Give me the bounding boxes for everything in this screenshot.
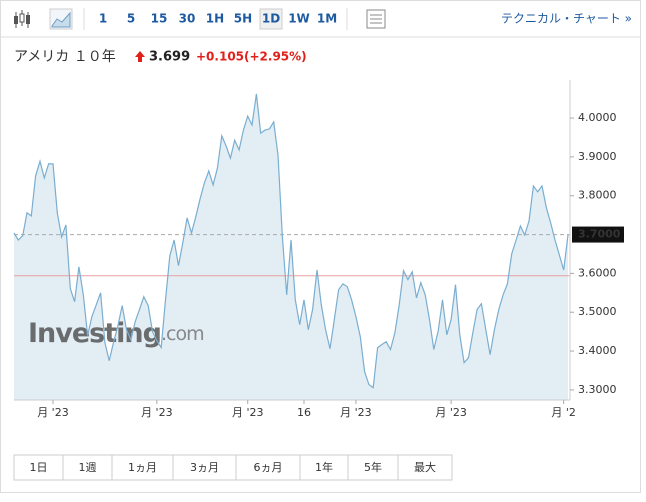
y-tick-label: 3.8000 <box>578 189 617 202</box>
current-price-label: 3.7000 <box>578 228 621 241</box>
range-button[interactable] <box>235 454 301 481</box>
y-tick-label: 3.5000 <box>578 305 617 318</box>
x-tick-label: 16 <box>297 406 311 419</box>
range-button[interactable] <box>13 454 64 481</box>
current-price-badge <box>572 226 624 243</box>
x-tick-label: 月 '23 <box>340 406 372 419</box>
range-label[interactable]: 3ヵ月 <box>190 461 219 474</box>
range-button[interactable] <box>62 454 113 481</box>
price-line <box>13 93 569 389</box>
range-label[interactable]: 1ヵ月 <box>128 461 157 474</box>
selected-timeframe-box <box>259 8 283 30</box>
price: 3.699 <box>149 50 190 65</box>
range-button[interactable] <box>347 454 399 481</box>
timeframe-button[interactable]: 5 <box>127 12 135 26</box>
up-arrow <box>135 51 145 62</box>
change-percent: (+2.95%) <box>244 50 307 64</box>
y-tick-label: 3.9000 <box>578 150 617 163</box>
range-button[interactable] <box>172 454 237 481</box>
watermark-brand: Investing <box>28 318 161 349</box>
timeframe-button[interactable]: 30 <box>179 12 196 26</box>
range-button[interactable] <box>299 454 349 481</box>
timeframe-button[interactable]: 5H <box>234 12 252 26</box>
x-tick-label: 月 '2 <box>551 406 576 419</box>
candlestick-icon[interactable] <box>14 10 30 28</box>
x-tick-label: 月 '23 <box>435 406 467 419</box>
range-label[interactable]: 5年 <box>364 460 382 474</box>
y-tick-label: 3.6000 <box>578 266 617 279</box>
timeframe-button[interactable]: 15 <box>151 12 168 26</box>
instrument-name: アメリカ １０年 <box>14 49 116 65</box>
x-tick-label: 月 '23 <box>37 406 69 419</box>
y-tick-label: 3.3000 <box>578 383 617 396</box>
change: +0.105 <box>196 50 244 64</box>
range-label[interactable]: 1年 <box>315 460 333 474</box>
table-icon[interactable] <box>366 9 386 29</box>
range-label[interactable]: 1日 <box>30 461 48 474</box>
x-tick-label: 月 '23 <box>232 406 264 419</box>
y-tick-label: 3.4000 <box>578 344 617 357</box>
range-label[interactable]: 最大 <box>414 460 436 474</box>
timeframe-button[interactable]: 1W <box>288 12 310 26</box>
x-tick-label: 月 '23 <box>141 406 173 419</box>
y-tick-label: 4.0000 <box>578 111 617 124</box>
range-label[interactable]: 1週 <box>79 461 97 474</box>
timeframe-button[interactable]: 1H <box>206 12 224 26</box>
timeframe-button[interactable]: 1M <box>317 12 337 26</box>
timeframe-button[interactable]: 1D <box>262 12 280 26</box>
area-chart-icon[interactable] <box>49 8 73 30</box>
range-button[interactable] <box>397 454 453 481</box>
technical-chart-link[interactable]: テクニカル・チャート » <box>501 12 632 26</box>
watermark: Investing.com <box>28 318 204 349</box>
timeframe-button[interactable]: 1 <box>99 12 107 26</box>
watermark-suffix: .com <box>161 323 204 345</box>
range-label[interactable]: 6ヵ月 <box>254 461 283 474</box>
